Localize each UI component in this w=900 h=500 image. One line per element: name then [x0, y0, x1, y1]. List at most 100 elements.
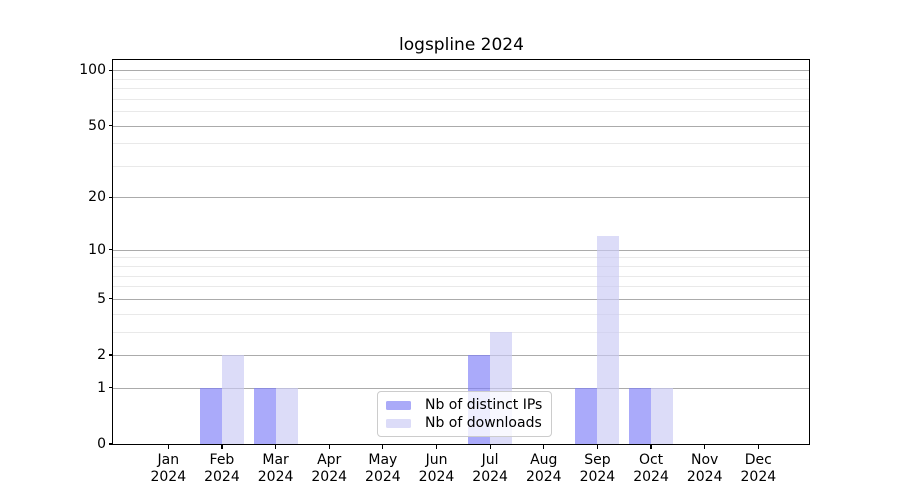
x-tick-label-aug: Aug 2024: [502, 452, 586, 486]
legend: Nb of distinct IPs Nb of downloads: [377, 391, 553, 437]
gridline-minor: [113, 78, 809, 80]
bar-downloads-feb: [221, 355, 244, 444]
x-tick-month: Oct: [638, 452, 664, 468]
gridline-major: [113, 197, 809, 199]
x-tick-month: Feb: [209, 452, 235, 468]
x-tick-year: 2024: [472, 469, 508, 485]
x-tick-month: Dec: [744, 452, 772, 468]
y-tick-mark: [108, 196, 113, 198]
x-tick-month: May: [368, 452, 398, 468]
bar-downloads-mar: [275, 387, 298, 444]
x-tick-month: Jul: [481, 452, 499, 468]
x-tick-label-jan: Jan 2024: [126, 452, 210, 486]
gridline-minor: [113, 88, 809, 90]
x-tick-mark: [757, 444, 759, 449]
y-tick-mark: [108, 298, 113, 300]
x-tick-mark: [274, 444, 277, 449]
x-tick-label-nov: Nov 2024: [663, 452, 747, 486]
x-tick-year: 2024: [150, 469, 187, 485]
x-tick-label-jul: Jul 2024: [448, 452, 532, 486]
bar-distinct-ips-feb: [199, 387, 222, 444]
gridline-minor: [113, 266, 809, 268]
x-tick-year: 2024: [365, 469, 401, 485]
x-tick-month: Jan: [157, 452, 180, 468]
bar-distinct-ips-oct: [629, 387, 652, 444]
x-tick-label-oct: Oct 2024: [609, 452, 693, 486]
x-tick-year: 2024: [525, 469, 562, 485]
x-tick-mark: [704, 444, 706, 449]
y-tick-mark: [108, 69, 113, 71]
x-tick-year: 2024: [579, 469, 616, 485]
y-tick-mark: [108, 354, 113, 356]
x-tick-month: Nov: [691, 452, 719, 468]
x-tick-year: 2024: [311, 469, 348, 485]
x-tick-year: 2024: [257, 469, 294, 485]
x-tick-mark: [167, 444, 169, 449]
gridline-minor: [113, 98, 809, 100]
chart-title: logspline 2024: [399, 35, 524, 55]
gridline-minor: [113, 275, 809, 277]
x-tick-month: Sep: [584, 452, 611, 468]
x-tick-month: Mar: [262, 452, 289, 468]
x-tick-year: 2024: [204, 469, 240, 485]
x-tick-label-jun: Jun 2024: [395, 452, 479, 486]
legend-item-distinct-ips: Nb of distinct IPs: [386, 397, 542, 413]
y-tick-mark: [108, 124, 113, 127]
bar-downloads-oct: [651, 387, 674, 444]
y-tick-label: 1: [97, 379, 106, 396]
plot-area: Nb of distinct IPs Nb of downloads: [112, 59, 810, 445]
gridline-minor: [113, 143, 809, 145]
gridline-major: [113, 298, 809, 300]
x-tick-mark: [543, 444, 545, 449]
x-tick-label-dec: Dec 2024: [716, 452, 800, 486]
gridline-minor: [113, 165, 809, 167]
x-tick-month: Jun: [425, 452, 448, 468]
gridline-minor: [113, 331, 809, 333]
x-tick-label-sep: Sep 2024: [555, 452, 639, 486]
legend-label-downloads: Nb of downloads: [425, 415, 542, 431]
x-tick-month: Aug: [530, 452, 558, 468]
y-tick-label: 50: [88, 117, 106, 134]
x-tick-mark: [489, 444, 491, 449]
y-tick-label: 5: [97, 290, 106, 307]
x-tick-mark: [328, 444, 330, 449]
y-tick-label: 0: [97, 436, 106, 452]
gridline-major: [113, 125, 809, 127]
x-tick-year: 2024: [740, 469, 777, 485]
x-tick-month: Apr: [317, 452, 342, 468]
x-tick-mark: [221, 444, 223, 449]
legend-swatch-downloads: [386, 418, 411, 428]
y-tick-label: 100: [79, 62, 106, 79]
x-tick-year: 2024: [633, 469, 669, 485]
y-tick-label: 20: [88, 189, 106, 206]
y-tick-label: 2: [97, 347, 106, 363]
x-tick-label-mar: Mar 2024: [234, 452, 318, 486]
gridline-minor: [113, 286, 809, 288]
legend-label-distinct-ips: Nb of distinct IPs: [425, 397, 543, 413]
x-tick-label-apr: Apr 2024: [287, 452, 371, 486]
gridline-major: [113, 355, 809, 356]
gridline-minor: [113, 111, 809, 113]
gridline-minor: [113, 257, 809, 259]
y-tick-label: 10: [88, 241, 106, 258]
gridline-major: [113, 70, 809, 72]
x-tick-mark: [650, 444, 652, 449]
x-tick-mark: [382, 444, 384, 449]
y-tick-mark: [108, 249, 113, 251]
x-tick-mark: [596, 444, 598, 449]
bar-distinct-ips-mar: [253, 387, 276, 444]
y-tick-mark: [108, 387, 113, 389]
x-tick-label-feb: Feb 2024: [180, 452, 264, 486]
bar-downloads-sep: [597, 236, 620, 444]
legend-item-downloads: Nb of downloads: [386, 415, 542, 431]
gridline-minor: [113, 313, 809, 315]
x-tick-mark: [435, 444, 438, 449]
x-tick-year: 2024: [418, 469, 455, 485]
gridline-major: [113, 249, 809, 251]
gridline-major: [113, 387, 809, 389]
bar-distinct-ips-sep: [575, 387, 598, 444]
x-tick-label-may: May 2024: [341, 452, 425, 486]
x-tick-year: 2024: [686, 469, 723, 485]
legend-swatch-distinct-ips: [386, 400, 411, 410]
